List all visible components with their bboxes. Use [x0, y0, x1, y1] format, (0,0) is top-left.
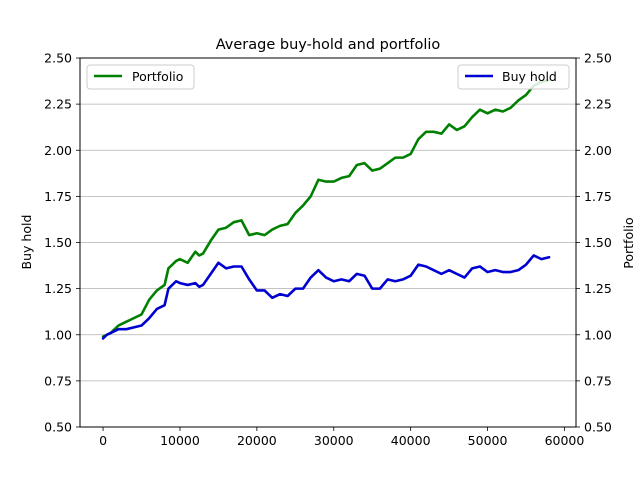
series-line-portfolio — [101, 78, 551, 338]
y-tick-label-right: 1.50 — [584, 235, 612, 250]
y-tick-label-left: 2.50 — [44, 51, 72, 66]
legend-portfolio-box — [86, 64, 195, 90]
y-tick-label-right: 0.50 — [584, 420, 612, 435]
series-layer — [101, 78, 551, 340]
legend-buy-hold-label: Buy hold — [502, 69, 557, 84]
x-tick-label: 60000 — [545, 433, 585, 448]
x-tick-label: 20000 — [237, 433, 277, 448]
y-tick-label-left: 1.25 — [44, 281, 72, 296]
y-tick-label-left: 2.00 — [44, 143, 72, 158]
y-tick-label-right: 1.25 — [584, 281, 612, 296]
y-tick-label-right: 1.00 — [584, 327, 612, 342]
x-tick-label: 40000 — [391, 433, 431, 448]
y-tick-label-right: 0.75 — [584, 373, 612, 388]
y-axis-right-label: Portfolio — [621, 217, 636, 268]
x-tick-label: 0 — [99, 433, 107, 448]
x-tick-label: 10000 — [160, 433, 200, 448]
chart-title: Average buy-hold and portfolio — [216, 37, 441, 53]
y-axis-right: 0.50 0.75 1.00 1.25 1.50 1.75 2.00 2.25 2.50 — [576, 51, 612, 435]
legend-portfolio-label: Portfolio — [132, 69, 183, 84]
y-tick-label-left: 0.75 — [44, 373, 72, 388]
legend-portfolio: Portfolio — [86, 64, 195, 90]
y-tick-label-right: 2.00 — [584, 143, 612, 158]
y-tick-label-left: 1.50 — [44, 235, 72, 250]
y-tick-label-left: 1.75 — [44, 189, 72, 204]
x-axis: 0 10000 20000 30000 40000 50000 60000 — [99, 427, 584, 448]
legend-buy-hold-box — [457, 64, 570, 90]
y-tick-label-right: 1.75 — [584, 189, 612, 204]
x-tick-label: 30000 — [314, 433, 354, 448]
x-tick-label: 50000 — [468, 433, 508, 448]
y-tick-label-right: 2.50 — [584, 51, 612, 66]
y-axis-left: 0.50 0.75 1.00 1.25 1.50 1.75 2.00 2.25 2.50 — [44, 51, 80, 435]
y-tick-label-left: 1.00 — [44, 327, 72, 342]
y-tick-label-left: 2.25 — [44, 97, 72, 112]
y-axis-left-label: Buy hold — [19, 215, 34, 270]
legend-buy-hold: Buy hold — [457, 64, 570, 90]
y-tick-label-left: 0.50 — [44, 420, 72, 435]
y-tick-label-right: 2.25 — [584, 97, 612, 112]
series-line-buy-hold — [101, 254, 551, 340]
